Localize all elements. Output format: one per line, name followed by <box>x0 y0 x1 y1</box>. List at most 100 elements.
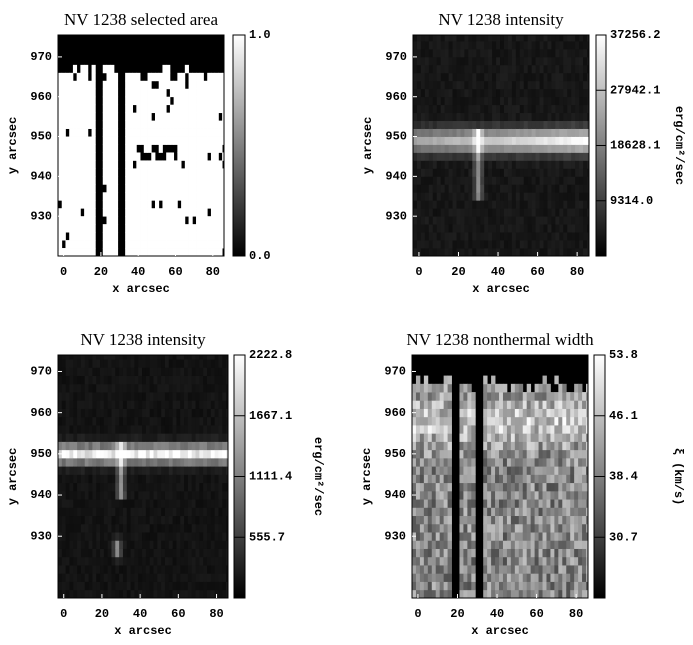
image-pixel <box>110 152 114 160</box>
image-pixel <box>550 474 554 483</box>
image-pixel <box>440 458 444 467</box>
image-pixel <box>77 168 81 176</box>
image-pixel <box>559 160 563 168</box>
image-pixel <box>550 540 554 549</box>
image-pixel <box>165 466 169 475</box>
image-pixel <box>578 441 582 450</box>
image-pixel <box>142 573 146 582</box>
image-pixel <box>127 355 131 360</box>
image-pixel <box>420 425 424 434</box>
image-pixel <box>192 483 196 492</box>
image-pixel <box>583 57 587 65</box>
image-pixel <box>211 507 215 516</box>
image-pixel <box>519 532 523 541</box>
image-pixel <box>579 137 583 145</box>
image-pixel <box>504 145 508 153</box>
image-pixel <box>207 89 211 97</box>
image-pixel <box>539 582 543 591</box>
image-pixel <box>134 590 138 599</box>
image-pixel <box>166 240 170 248</box>
image-pixel <box>507 590 511 599</box>
image-pixel <box>69 565 73 574</box>
image-pixel <box>131 516 135 525</box>
image-pixel <box>66 458 70 467</box>
image-pixel <box>211 200 215 208</box>
image-pixel <box>81 392 85 401</box>
image-pixel <box>544 216 548 224</box>
image-pixel <box>579 41 583 49</box>
image-pixel <box>578 392 582 401</box>
image-pixel <box>215 441 219 450</box>
image-pixel <box>127 392 131 401</box>
image-pixel <box>546 384 550 393</box>
image-pixel <box>575 240 579 248</box>
image-pixel <box>200 81 204 89</box>
image-pixel <box>562 540 566 549</box>
image-pixel <box>189 129 193 137</box>
image-pixel <box>583 81 587 89</box>
image-pixel <box>551 89 555 97</box>
image-pixel <box>127 507 131 516</box>
image-pixel <box>184 441 188 450</box>
image-pixel <box>416 376 420 385</box>
image-pixel <box>523 549 527 558</box>
image-pixel <box>125 145 129 153</box>
image-pixel <box>488 121 492 129</box>
image-pixel <box>491 565 495 574</box>
image-pixel <box>127 590 131 599</box>
image-pixel <box>138 359 142 368</box>
image-pixel <box>148 121 152 129</box>
image-pixel <box>110 168 114 176</box>
image-pixel <box>66 450 70 459</box>
image-pixel <box>62 384 66 393</box>
image-pixel <box>196 367 200 376</box>
image-pixel <box>119 400 123 409</box>
image-pixel <box>114 200 118 208</box>
image-pixel <box>444 582 448 591</box>
image-pixel <box>77 590 81 599</box>
image-pixel <box>196 466 200 475</box>
image-pixel <box>425 105 429 113</box>
image-pixel <box>162 248 166 256</box>
image-pixel <box>177 89 181 97</box>
image-pixel <box>471 540 475 549</box>
image-pixel <box>543 384 547 393</box>
image-pixel <box>453 137 457 145</box>
image-pixel <box>89 491 93 500</box>
y-axis-label: y arcsec <box>360 448 374 506</box>
image-pixel <box>524 160 528 168</box>
image-pixel <box>144 216 148 224</box>
image-pixel <box>453 121 457 129</box>
image-pixel <box>111 474 115 483</box>
image-pixel <box>531 466 535 475</box>
image-pixel <box>85 384 89 393</box>
image-pixel <box>445 57 449 65</box>
image-pixel <box>417 168 421 176</box>
image-pixel <box>555 184 559 192</box>
image-pixel <box>424 425 428 434</box>
image-pixel <box>157 359 161 368</box>
image-pixel <box>536 81 540 89</box>
image-pixel <box>92 540 96 549</box>
image-pixel <box>459 409 463 418</box>
image-pixel <box>488 184 492 192</box>
image-pixel <box>523 532 527 541</box>
image-pixel <box>150 441 154 450</box>
image-pixel <box>144 168 148 176</box>
image-pixel <box>566 450 570 459</box>
image-pixel <box>108 499 112 508</box>
image-pixel <box>562 524 566 533</box>
image-pixel <box>170 240 174 248</box>
image-pixel <box>460 97 464 105</box>
image-pixel <box>73 590 77 599</box>
image-pixel <box>154 367 158 376</box>
image-pixel <box>62 152 66 160</box>
image-pixel <box>554 474 558 483</box>
image-pixel <box>92 483 96 492</box>
image-pixel <box>173 565 177 574</box>
image-pixel <box>207 359 211 368</box>
image-pixel <box>207 232 211 240</box>
image-pixel <box>96 400 100 409</box>
image-pixel <box>562 483 566 492</box>
image-pixel <box>437 105 441 113</box>
